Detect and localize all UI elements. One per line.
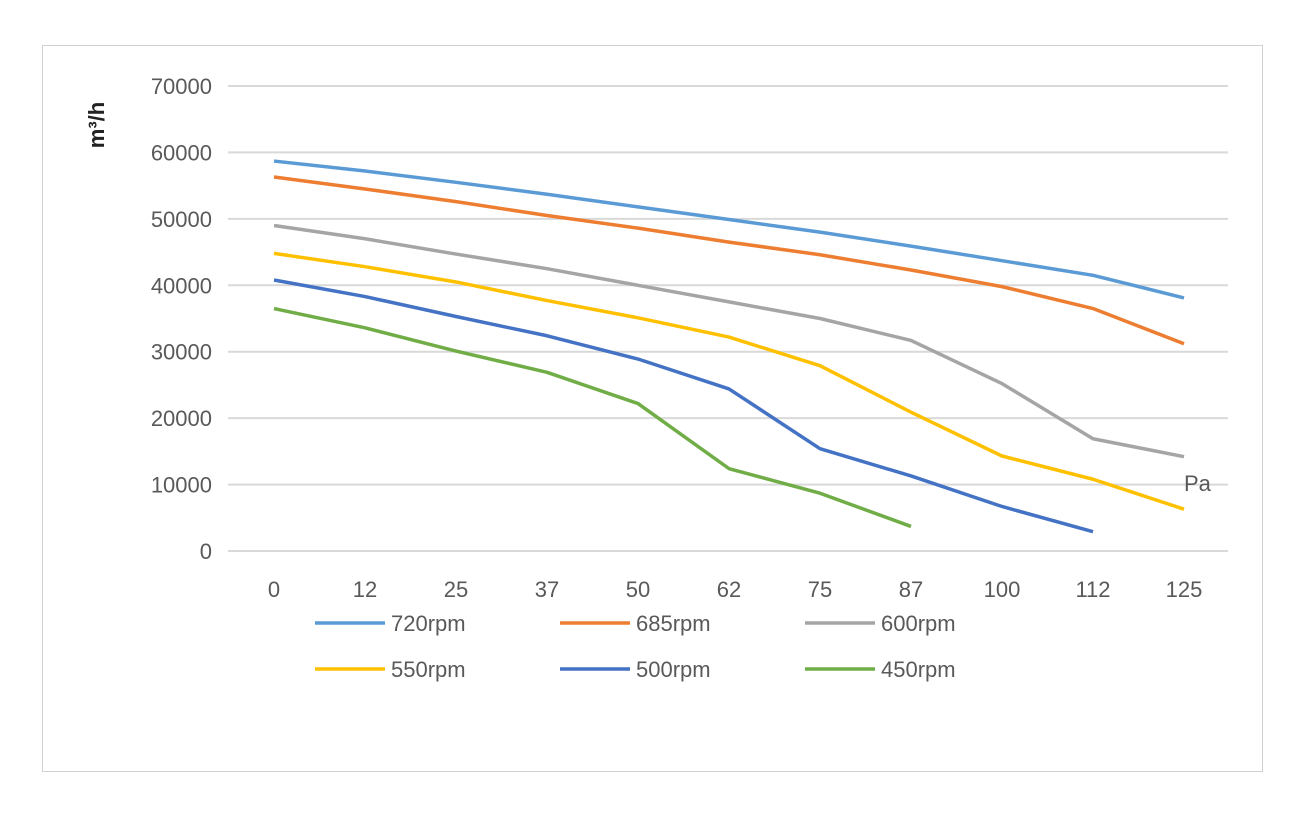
y-tick-label: 30000: [151, 340, 212, 365]
x-tick-label: 125: [1166, 577, 1203, 602]
y-tick-label: 60000: [151, 140, 212, 165]
y-tick-label: 70000: [151, 74, 212, 99]
y-tick-label: 0: [200, 539, 212, 564]
y-tick-label: 50000: [151, 207, 212, 232]
series-line-450rpm: [273, 306, 912, 529]
series-line-685rpm: [273, 175, 1185, 346]
x-tick-label: 0: [268, 577, 280, 602]
y-tick-label: 10000: [151, 473, 212, 498]
series-line-720rpm: [273, 159, 1185, 300]
x-tick-label: 62: [717, 577, 741, 602]
x-tick-label: 112: [1075, 577, 1110, 602]
x-tick-label: 100: [984, 577, 1021, 602]
legend-label: 600rpm: [881, 611, 956, 636]
x-tick-label: 87: [899, 577, 923, 602]
x-tick-label: 25: [444, 577, 468, 602]
series-line-500rpm: [273, 278, 1094, 534]
x-axis-label: Pa: [1184, 471, 1212, 496]
legend-label: 500rpm: [636, 657, 711, 682]
x-tick-label: 50: [626, 577, 650, 602]
legend-label: 720rpm: [391, 611, 466, 636]
y-tick-label: 40000: [151, 273, 212, 298]
x-tick-label: 37: [535, 577, 559, 602]
y-axis-label: m³/h: [84, 102, 109, 148]
x-tick-label: 75: [808, 577, 832, 602]
series-line-600rpm: [273, 223, 1185, 459]
legend-label: 685rpm: [636, 611, 711, 636]
chart-frame: [42, 45, 1263, 772]
y-tick-label: 20000: [151, 406, 212, 431]
legend-label: 450rpm: [881, 657, 956, 682]
x-tick-label: 12: [353, 577, 377, 602]
legend-label: 550rpm: [391, 657, 466, 682]
series-line-550rpm: [273, 251, 1185, 511]
